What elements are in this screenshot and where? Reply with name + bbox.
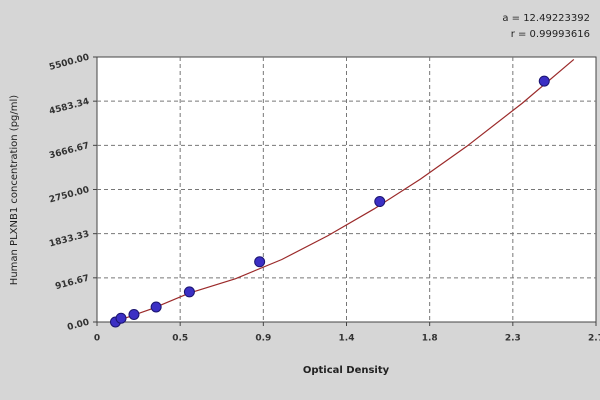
x-tick-label: 0 <box>94 334 100 344</box>
y-tick-label: 3666.67 <box>48 141 90 161</box>
y-tick-label: 4583.34 <box>48 97 90 117</box>
fit-curve <box>115 58 575 323</box>
y-tick-label: 0.00 <box>66 318 90 333</box>
data-point <box>115 312 127 324</box>
x-tick-label: 0.5 <box>172 334 188 344</box>
data-point <box>374 196 386 208</box>
y-tick-label: 1833.33 <box>48 229 90 249</box>
data-point <box>128 308 140 320</box>
data-point <box>183 286 195 298</box>
annotation: r = 0.99993616 <box>511 29 590 40</box>
data-point <box>538 75 550 87</box>
x-tick-label: 0.9 <box>255 334 271 344</box>
x-tick-label: 2.7 <box>588 334 600 344</box>
x-tick-label: 1.8 <box>422 334 438 344</box>
y-axis-label: Human PLXNB1 concentration (pg/ml) <box>9 95 20 285</box>
x-axis-label: Optical Density <box>303 365 390 376</box>
x-tick-label: 2.3 <box>505 334 521 344</box>
annotation: a = 12.49223392 <box>502 13 590 24</box>
y-tick-label: 2750.00 <box>48 185 90 205</box>
y-tick-label: 5500.00 <box>48 53 90 73</box>
y-tick-label: 916.67 <box>54 273 90 292</box>
x-tick-label: 1.4 <box>339 334 355 344</box>
data-point <box>254 256 266 268</box>
data-point <box>150 301 162 313</box>
